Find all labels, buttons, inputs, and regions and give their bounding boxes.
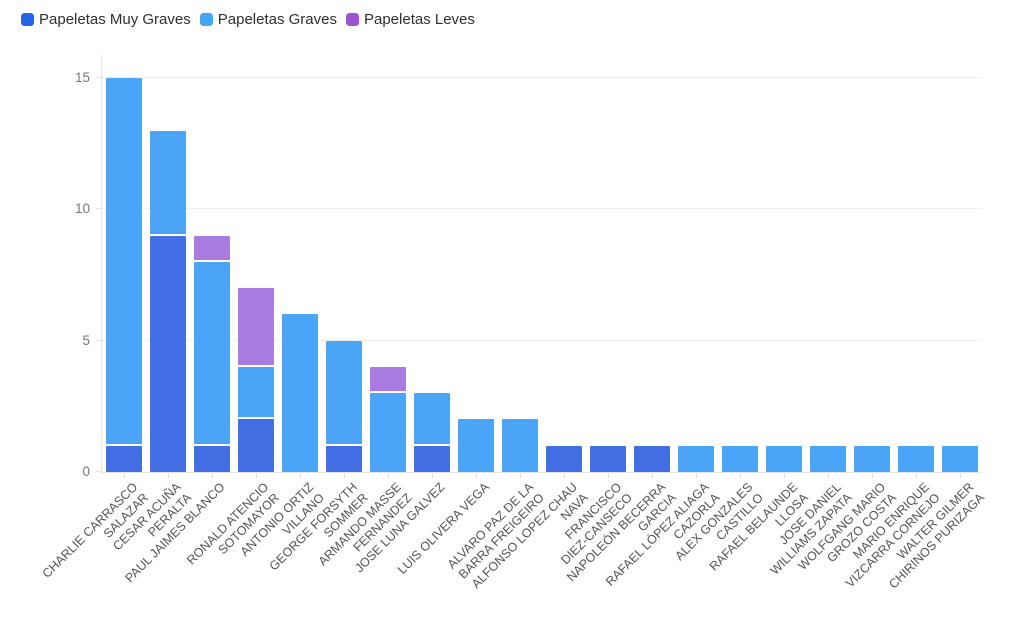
gridline-y-15 xyxy=(102,77,982,78)
y-axis-tick-label-15: 15 xyxy=(74,70,90,85)
bar-segment-papeletas-leves-2[interactable] xyxy=(194,235,230,262)
y-axis-line xyxy=(101,55,102,472)
x-tick-mark xyxy=(344,473,345,478)
x-tick-mark xyxy=(124,473,125,478)
bar-segment-papeletas-muy-graves-0[interactable] xyxy=(106,445,142,472)
bar-segment-papeletas-graves-16[interactable] xyxy=(810,445,846,472)
x-tick-mark xyxy=(740,473,741,478)
y-tick-mark xyxy=(96,471,101,472)
x-tick-mark xyxy=(960,473,961,478)
x-tick-mark xyxy=(168,473,169,478)
legend-label-muy-graves: Papeletas Muy Graves xyxy=(39,11,191,28)
bar-segment-papeletas-muy-graves-12[interactable] xyxy=(634,445,670,472)
x-tick-mark xyxy=(388,473,389,478)
bar-segment-papeletas-graves-9[interactable] xyxy=(502,419,538,472)
x-tick-mark xyxy=(784,473,785,478)
gridline-y-10 xyxy=(102,208,982,210)
y-axis-tick-label-0: 0 xyxy=(82,464,90,479)
bar-segment-papeletas-muy-graves-3[interactable] xyxy=(238,419,274,472)
bar-segment-papeletas-graves-7[interactable] xyxy=(414,393,450,446)
bar-segment-papeletas-muy-graves-2[interactable] xyxy=(194,445,230,472)
y-tick-mark xyxy=(96,208,101,210)
legend-item-papeletas-graves[interactable]: Papeletas Graves xyxy=(199,11,337,28)
bar-segment-papeletas-leves-3[interactable] xyxy=(238,288,274,367)
x-tick-mark xyxy=(608,473,609,478)
gridline-y-5 xyxy=(102,339,982,341)
bar-segment-papeletas-graves-15[interactable] xyxy=(766,445,802,472)
bar-segment-papeletas-graves-6[interactable] xyxy=(370,393,406,472)
bar-segment-papeletas-graves-19[interactable] xyxy=(942,445,978,472)
x-tick-mark xyxy=(212,473,213,478)
x-tick-mark xyxy=(432,473,433,478)
bar-segment-papeletas-leves-6[interactable] xyxy=(370,366,406,394)
x-tick-mark xyxy=(828,473,829,478)
bar-segment-papeletas-muy-graves-1[interactable] xyxy=(150,235,186,472)
x-tick-mark xyxy=(564,473,565,478)
legend-item-papeletas-leves[interactable]: Papeletas Leves xyxy=(345,11,475,28)
bar-segment-papeletas-graves-14[interactable] xyxy=(722,445,758,472)
legend-label-leves: Papeletas Leves xyxy=(363,11,475,28)
bar-segment-papeletas-graves-8[interactable] xyxy=(458,419,494,472)
bar-segment-papeletas-graves-3[interactable] xyxy=(238,366,274,420)
x-tick-mark xyxy=(916,473,917,478)
legend-swatch-graves-icon xyxy=(199,13,213,26)
x-tick-mark xyxy=(256,473,257,478)
x-tick-mark xyxy=(300,473,301,478)
x-tick-mark xyxy=(872,473,873,478)
legend-swatch-leves-icon xyxy=(345,13,359,26)
bar-segment-papeletas-graves-4[interactable] xyxy=(282,314,318,472)
x-tick-mark xyxy=(520,473,521,478)
bar-segment-papeletas-muy-graves-5[interactable] xyxy=(326,445,362,472)
x-tick-mark xyxy=(652,473,653,478)
bar-segment-papeletas-muy-graves-11[interactable] xyxy=(590,445,626,472)
bar-segment-papeletas-graves-17[interactable] xyxy=(854,445,890,472)
bar-segment-papeletas-muy-graves-10[interactable] xyxy=(546,445,582,472)
y-axis-tick-label-10: 10 xyxy=(74,201,90,217)
legend-label-graves: Papeletas Graves xyxy=(217,11,337,28)
legend: Papeletas Muy Graves Papeletas Graves Pa… xyxy=(21,11,475,28)
bar-segment-papeletas-muy-graves-7[interactable] xyxy=(414,445,450,472)
bar-segment-papeletas-graves-18[interactable] xyxy=(898,445,934,472)
legend-swatch-muy-graves-icon xyxy=(21,13,34,26)
bar-segment-papeletas-graves-1[interactable] xyxy=(150,130,186,236)
y-tick-mark xyxy=(96,77,101,78)
y-axis-tick-label-5: 5 xyxy=(82,332,90,348)
x-axis-line xyxy=(101,472,982,473)
x-tick-mark xyxy=(476,473,477,478)
bar-segment-papeletas-graves-13[interactable] xyxy=(678,445,714,472)
y-tick-mark xyxy=(96,339,101,341)
plot-area: CHARLIE CARRASCO SALAZAR CESAR ACUÑA PERALT… xyxy=(39,55,987,591)
bar-segment-papeletas-graves-2[interactable] xyxy=(194,261,230,446)
x-tick-mark xyxy=(696,473,697,478)
bar-segment-papeletas-graves-5[interactable] xyxy=(326,340,362,446)
legend-item-papeletas-muy-graves[interactable]: Papeletas Muy Graves xyxy=(21,11,191,28)
bar-segment-papeletas-graves-0[interactable] xyxy=(106,78,142,446)
